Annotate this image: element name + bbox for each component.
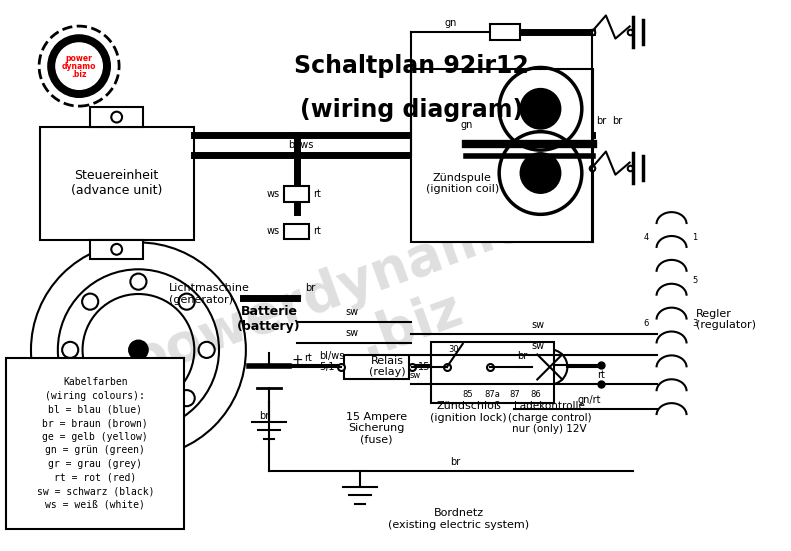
Text: bl/ws: bl/ws (288, 141, 313, 150)
Text: (wiring diagram): (wiring diagram) (300, 98, 523, 122)
Text: Bordnetz
(existing electric system): Bordnetz (existing electric system) (388, 508, 529, 530)
Text: Batterie
(battery): Batterie (battery) (237, 305, 301, 333)
Text: rt: rt (313, 226, 321, 236)
Text: 3: 3 (693, 320, 698, 328)
Circle shape (48, 35, 110, 98)
Text: Regler
(regulator): Regler (regulator) (696, 309, 756, 331)
Text: sw: sw (346, 328, 358, 338)
Text: 15: 15 (418, 362, 431, 372)
Text: ws: ws (267, 226, 280, 236)
Text: br: br (517, 351, 527, 361)
Text: Zündschloß
(ignition lock): Zündschloß (ignition lock) (430, 401, 507, 423)
Bar (90, 240, 143, 259)
Text: 86: 86 (530, 390, 541, 398)
Text: 87a: 87a (484, 390, 501, 398)
Bar (490, 24, 520, 40)
Text: 85: 85 (463, 390, 473, 398)
Circle shape (520, 88, 562, 129)
Bar (90, 107, 143, 127)
Text: dynamo: dynamo (62, 62, 97, 71)
Text: Steuereinheit
(advance unit): Steuereinheit (advance unit) (71, 169, 162, 197)
Text: 5,1: 5,1 (319, 362, 335, 372)
Bar (284, 224, 309, 239)
Text: 15 Ampere
Sicherung
(fuse): 15 Ampere Sicherung (fuse) (346, 412, 407, 445)
Text: br: br (612, 116, 622, 126)
Text: ws: ws (267, 189, 280, 199)
Text: .biz: .biz (71, 69, 87, 79)
Text: 30: 30 (448, 344, 459, 354)
Bar (431, 342, 554, 403)
Bar (344, 355, 409, 379)
Text: br: br (259, 411, 269, 421)
Text: sw: sw (346, 307, 358, 317)
Circle shape (520, 152, 562, 194)
Text: Lichtmaschine
(generator): Lichtmaschine (generator) (168, 283, 249, 305)
Text: gn: gn (460, 120, 473, 130)
Text: rt: rt (305, 353, 312, 363)
Text: sw: sw (532, 321, 544, 331)
Text: 5: 5 (693, 277, 698, 285)
Text: 87: 87 (509, 390, 520, 398)
Text: br: br (517, 141, 527, 150)
Text: 1: 1 (693, 234, 698, 242)
Circle shape (56, 43, 102, 89)
Text: 4: 4 (643, 234, 649, 242)
Text: Ladekontrolle
(charge control)
nur (only) 12V: Ladekontrolle (charge control) nur (only… (508, 401, 592, 434)
Text: power: power (66, 53, 93, 63)
Text: rt: rt (313, 189, 321, 199)
Text: rt: rt (597, 370, 605, 380)
Text: br: br (596, 116, 606, 126)
Bar (6, 358, 184, 529)
Text: sw: sw (532, 342, 544, 352)
Circle shape (129, 340, 148, 360)
Text: Relais
(relay): Relais (relay) (369, 355, 406, 377)
Text: +: + (291, 353, 303, 367)
Text: Kabelfarben
(wiring colours):
bl = blau (blue)
br = braun (brown)
ge = gelb (yel: Kabelfarben (wiring colours): bl = blau … (36, 377, 154, 510)
Text: Zündspule
(ignition coil): Zündspule (ignition coil) (426, 172, 499, 195)
Bar (411, 69, 593, 242)
Text: br: br (450, 457, 460, 467)
Text: 6: 6 (643, 320, 649, 328)
Text: br: br (305, 283, 315, 293)
Text: gn: gn (445, 18, 457, 28)
Bar (40, 127, 194, 240)
Text: Schaltplan 92ir12: Schaltplan 92ir12 (294, 54, 528, 78)
Bar (284, 186, 309, 202)
Text: gn/rt: gn/rt (577, 395, 601, 405)
Text: bl/ws: bl/ws (320, 351, 345, 361)
Text: sw: sw (410, 371, 421, 380)
Text: powerdynamo
       .biz: powerdynamo .biz (123, 195, 557, 444)
